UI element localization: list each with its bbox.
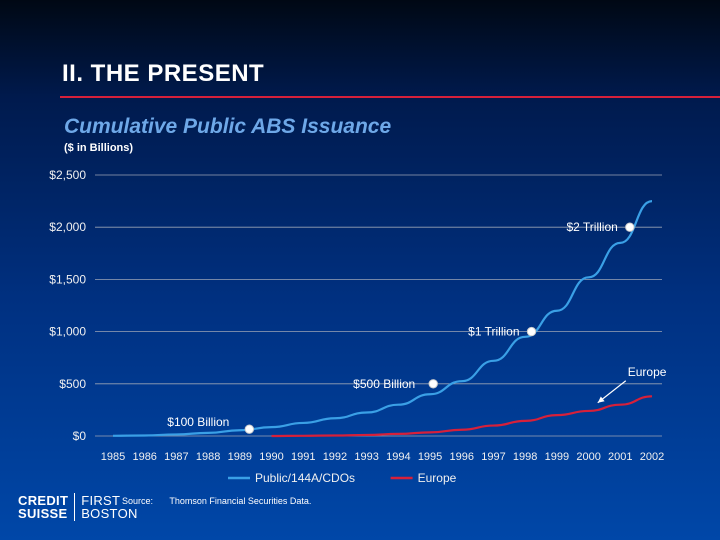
x-tick-label: 2001 <box>608 451 632 463</box>
slide-title: II. THE PRESENT <box>62 60 265 87</box>
units-label: ($ in Billions) <box>64 142 134 154</box>
y-tick-label: $0 <box>73 429 87 443</box>
title-divider <box>60 96 720 98</box>
annotation-label: $500 Billion <box>353 377 415 391</box>
x-tick-label: 2002 <box>640 451 664 463</box>
x-tick-label: 1992 <box>323 451 347 463</box>
x-tick-label: 1985 <box>101 451 125 463</box>
logo-text-credit: CREDIT <box>18 493 69 508</box>
source-note: Source: Thomson Financial Securities Dat… <box>122 496 325 506</box>
x-axis-labels: 1985 1986 1987 1988 1989 1990 1991 1992 1993 1994… <box>101 451 664 463</box>
x-tick-label: 1989 <box>228 451 252 463</box>
legend-label: Europe <box>418 471 457 485</box>
source-text: Thomson Financial Securities Data. <box>169 496 312 506</box>
x-tick-label: 2000 <box>576 451 600 463</box>
x-tick-label: 1993 <box>354 451 378 463</box>
annotation-label: $2 Trillion <box>566 220 617 234</box>
annotations: $100 Billion $500 Billion $1 Trillion $2 Tr… <box>167 220 667 434</box>
credit-suisse-first-boston-logo: CREDIT SUISSE FIRST BOSTON <box>18 493 138 521</box>
legend: Public/144A/CDOs Europe <box>228 471 457 485</box>
annotation-label: $100 Billion <box>167 415 229 429</box>
x-tick-label: 1991 <box>291 451 315 463</box>
logo-text-suisse: SUISSE <box>18 506 68 521</box>
europe-arrowhead <box>597 396 605 403</box>
x-tick-label: 1987 <box>164 451 188 463</box>
y-axis-labels: $0 $500 $1,000 $1,500 $2,000 $2,500 <box>49 168 86 443</box>
gridlines <box>95 174 662 437</box>
x-tick-label: 1996 <box>450 451 474 463</box>
x-tick-label: 1995 <box>418 451 442 463</box>
logo-text-first: FIRST <box>81 493 121 508</box>
logo-divider <box>74 493 76 521</box>
series-lines <box>112 200 653 438</box>
y-tick-label: $2,500 <box>49 168 86 182</box>
milestone-marker <box>428 379 438 389</box>
milestone-marker <box>244 424 255 434</box>
x-tick-label: 1988 <box>196 451 220 463</box>
annotation-label: $1 Trillion <box>468 325 519 339</box>
source-label: Source: <box>122 496 154 506</box>
chart-subtitle: Cumulative Public ABS Issuance <box>64 115 392 138</box>
milestone-marker <box>526 326 537 337</box>
logo-text-boston: BOSTON <box>81 506 138 521</box>
y-tick-label: $500 <box>59 377 86 391</box>
x-tick-label: 1994 <box>386 451 410 463</box>
milestone-marker <box>625 222 635 232</box>
y-tick-label: $1,000 <box>49 325 86 339</box>
y-tick-label: $1,500 <box>49 272 86 286</box>
x-tick-label: 1990 <box>259 451 283 463</box>
y-tick-label: $2,000 <box>49 220 86 234</box>
x-tick-label: 1986 <box>132 451 156 463</box>
x-tick-label: 1999 <box>545 451 569 463</box>
series-line <box>271 395 653 438</box>
series-line <box>112 200 653 437</box>
x-tick-label: 1997 <box>481 451 505 463</box>
x-tick-label: 1998 <box>513 451 537 463</box>
legend-label: Public/144A/CDOs <box>255 471 355 485</box>
europe-label: Europe <box>628 365 667 379</box>
